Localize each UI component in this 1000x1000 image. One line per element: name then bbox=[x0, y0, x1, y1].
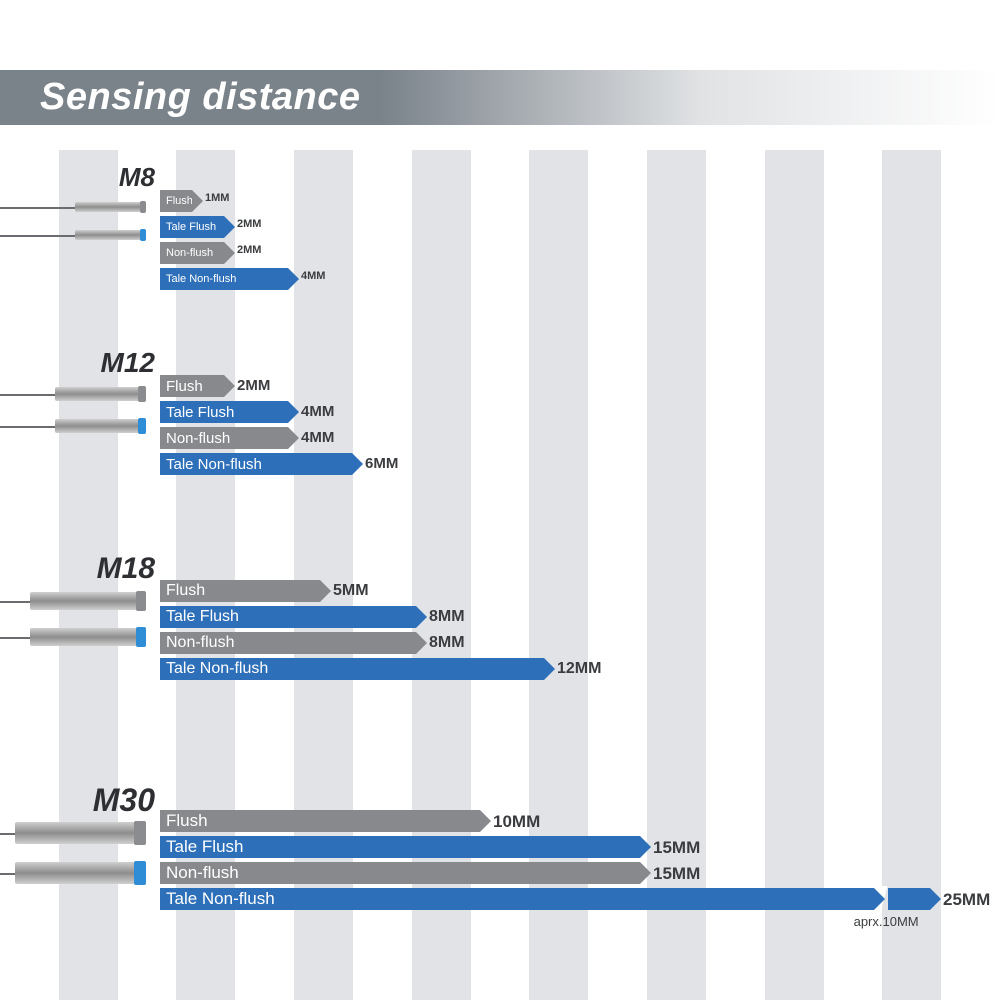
sensor-nonflush-icon bbox=[75, 230, 145, 240]
bar-value: 5MM bbox=[333, 582, 369, 600]
bar-label: Tale Non-flush bbox=[166, 660, 268, 678]
bar-value: 8MM bbox=[429, 608, 465, 626]
bar-value: 10MM bbox=[493, 812, 540, 832]
bar-label: Tale Flush bbox=[166, 221, 216, 233]
group-label: M12 bbox=[0, 347, 155, 379]
bar-value: 15MM bbox=[653, 864, 700, 884]
bar-label: Tale Flush bbox=[166, 404, 234, 421]
bar-label: Tale Non-flush bbox=[166, 456, 262, 473]
sensor-nonflush-icon bbox=[55, 419, 145, 433]
bar-tale-flush: Tale Flush bbox=[160, 401, 288, 423]
bar-flush: Flush bbox=[160, 190, 192, 212]
break-note: aprx.10MM bbox=[854, 914, 919, 929]
bar-tale-non-flush: Tale Non-flush bbox=[160, 453, 352, 475]
bar-label: Non-flush bbox=[166, 247, 213, 259]
bar-value: 12MM bbox=[557, 660, 601, 678]
bar-value: 2MM bbox=[237, 218, 261, 230]
bar-label: Non-flush bbox=[166, 634, 234, 652]
bar-non-flush: Non-flush bbox=[160, 242, 224, 264]
group-label: M30 bbox=[0, 782, 155, 819]
bar-flush: Flush bbox=[160, 580, 320, 602]
bar-label: Tale Non-flush bbox=[166, 889, 275, 909]
sensor-flush-icon bbox=[15, 822, 145, 844]
sensor-nonflush-icon bbox=[30, 628, 145, 646]
bar-value: 8MM bbox=[429, 634, 465, 652]
bar-tale-flush: Tale Flush bbox=[160, 836, 640, 858]
bar-label: Flush bbox=[166, 195, 193, 207]
group-label: M18 bbox=[0, 552, 155, 586]
bar-value: 2MM bbox=[237, 377, 270, 394]
chart-area: M8Flush1MMTale Flush2MMNon-flush2MMTale … bbox=[0, 150, 1000, 1000]
bar-tale-flush: Tale Flush bbox=[160, 606, 416, 628]
bar-value: 4MM bbox=[301, 403, 334, 420]
bar-tale-non-flush: Tale Non-flush bbox=[160, 268, 288, 290]
bar-value: 6MM bbox=[365, 455, 398, 472]
bar-flush: Flush bbox=[160, 810, 480, 832]
bar-flush: Flush bbox=[160, 375, 224, 397]
sensor-nonflush-icon bbox=[15, 862, 145, 884]
bar-tale-non-flush: Tale Non-flush bbox=[160, 658, 544, 680]
bar-label: Non-flush bbox=[166, 430, 230, 447]
sensor-flush-icon bbox=[75, 202, 145, 212]
bar-value: 1MM bbox=[205, 192, 229, 204]
bar-non-flush: Non-flush bbox=[160, 862, 640, 884]
bar-label: Tale Flush bbox=[166, 608, 239, 626]
bar-value: 4MM bbox=[301, 429, 334, 446]
bar-non-flush: Non-flush bbox=[160, 427, 288, 449]
sensor-flush-icon bbox=[30, 592, 145, 610]
group-label: M8 bbox=[0, 162, 155, 193]
bar-value: 4MM bbox=[301, 270, 325, 282]
sensor-flush-icon bbox=[55, 387, 145, 401]
bar-label: Flush bbox=[166, 811, 208, 831]
title-banner: Sensing distance bbox=[0, 70, 1000, 125]
bar-non-flush: Non-flush bbox=[160, 632, 416, 654]
bar-label: Flush bbox=[166, 582, 205, 600]
page-title: Sensing distance bbox=[0, 76, 361, 119]
bar-value: 15MM bbox=[653, 838, 700, 858]
bar-tale-non-flush: Tale Non-flush bbox=[160, 888, 874, 910]
bar-label: Flush bbox=[166, 378, 203, 395]
bar-label: Tale Flush bbox=[166, 837, 243, 857]
bar-label: Tale Non-flush bbox=[166, 273, 236, 285]
bar-value: 2MM bbox=[237, 244, 261, 256]
bar-tale-flush: Tale Flush bbox=[160, 216, 224, 238]
bar-value: 25MM bbox=[943, 890, 990, 910]
bar-label: Non-flush bbox=[166, 863, 239, 883]
bar-segment-after-break bbox=[888, 888, 930, 910]
